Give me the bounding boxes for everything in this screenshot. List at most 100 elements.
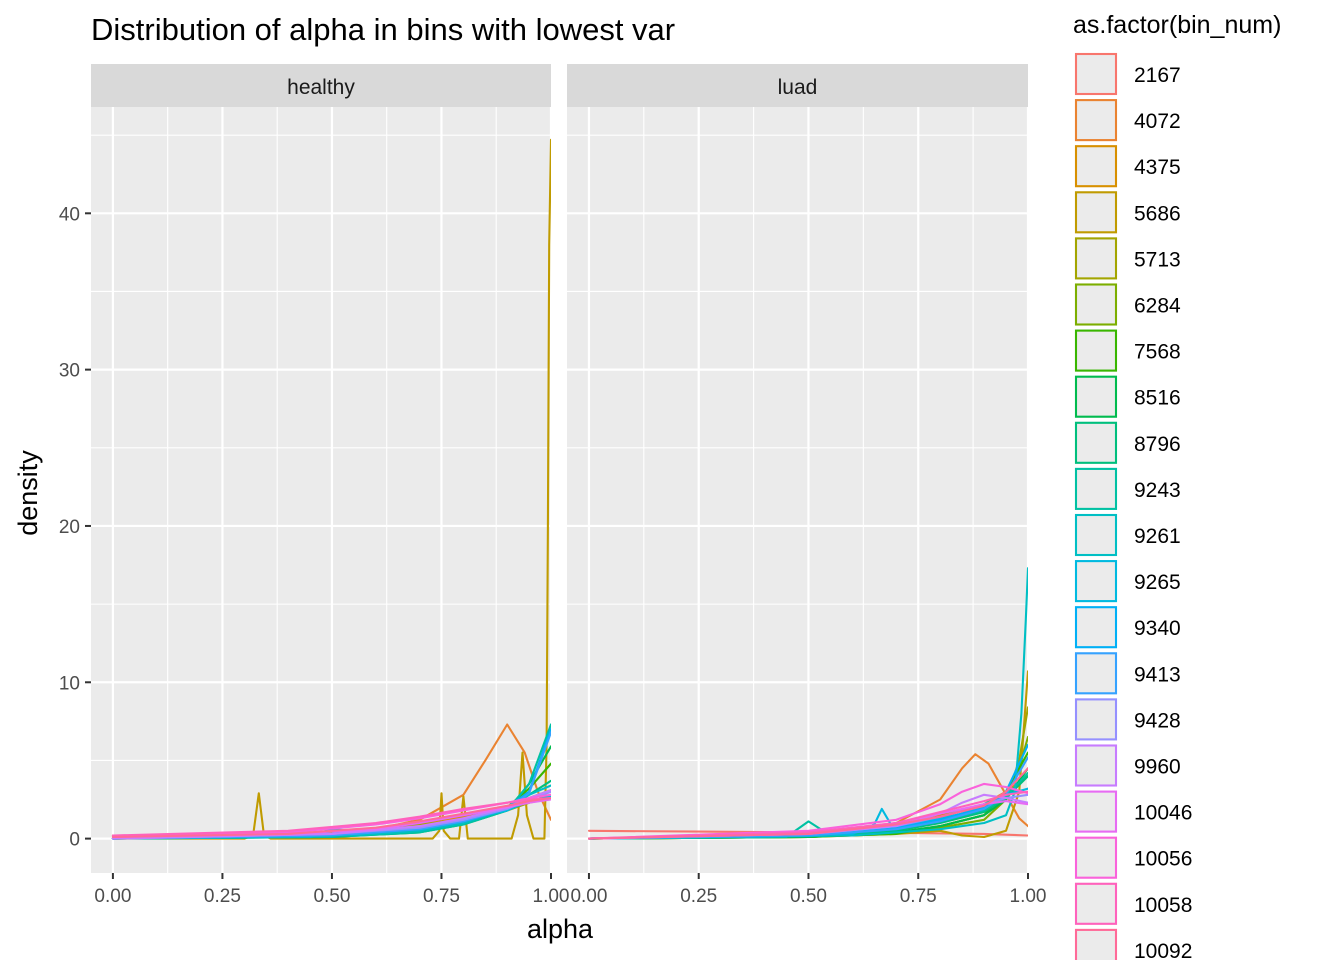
legend-key <box>1075 744 1117 787</box>
legend-key-swatch <box>1074 560 1118 603</box>
legend-item-9265: 9265 <box>1074 560 1181 603</box>
legend-key <box>1075 790 1117 833</box>
legend-key <box>1075 375 1117 418</box>
legend-key <box>1075 560 1117 603</box>
legend-key-swatch <box>1074 744 1118 787</box>
legend-label: 2167 <box>1134 64 1181 87</box>
legend-label: 6284 <box>1134 295 1181 318</box>
legend-item-9261: 9261 <box>1074 513 1181 557</box>
y-axis-title: density <box>13 450 43 536</box>
legend-item-5713: 5713 <box>1074 237 1181 280</box>
panel-healthy: healthy 0.00 0.25 0.50 0.75 1.00 <box>91 64 569 907</box>
legend-item-2167: 2167 <box>1074 52 1181 96</box>
y-tick-label: 10 <box>59 673 80 694</box>
legend-key <box>1075 329 1117 372</box>
x-tick-label: 0.00 <box>94 886 131 907</box>
legend-label: 9340 <box>1134 617 1181 640</box>
y-tick-label: 30 <box>59 361 80 382</box>
density-line-luad-10058 <box>587 790 1028 840</box>
y-tick-label: 20 <box>59 517 80 538</box>
legend-item-8796: 8796 <box>1074 421 1181 464</box>
legend-label: 9261 <box>1134 525 1181 548</box>
x-tick-label: 0.25 <box>204 886 241 907</box>
legend-key <box>1075 191 1117 234</box>
facet-panels: healthy 0.00 0.25 0.50 0.75 1.00 luad 0.00 0.25 0… <box>91 64 1046 907</box>
legend-key-swatch <box>1074 99 1118 142</box>
legend-label: 9428 <box>1134 709 1181 732</box>
x-tick-label: 1.00 <box>533 886 570 907</box>
x-tick-label: 0.75 <box>900 886 937 907</box>
x-axis-title: alpha <box>527 914 594 944</box>
legend-item-10046: 10046 <box>1074 790 1192 833</box>
density-line-healthy-10092 <box>111 796 551 839</box>
legend-label: 4072 <box>1134 110 1181 133</box>
legend-label: 10056 <box>1134 848 1192 871</box>
legend-key-swatch <box>1074 467 1118 510</box>
panel-luad: luad 0.00 0.25 0.50 0.75 1.00 <box>567 64 1046 907</box>
legend-label: 9960 <box>1134 756 1181 779</box>
x-tick-label: 1.00 <box>1010 886 1047 907</box>
strip-label-luad: luad <box>778 76 818 99</box>
density-line-luad-10092 <box>587 767 1028 840</box>
legend-key-swatch <box>1074 513 1118 557</box>
legend-key <box>1075 53 1117 95</box>
x-tick-label: 0.50 <box>313 886 350 907</box>
panel-background <box>91 107 551 873</box>
density-line-healthy-9243 <box>111 723 551 840</box>
legend-key-swatch <box>1074 237 1118 280</box>
legend-label: 9413 <box>1134 663 1181 686</box>
legend-key <box>1075 237 1117 280</box>
legend-item-6284: 6284 <box>1074 283 1181 326</box>
y-tick-label: 40 <box>59 204 80 225</box>
series-group <box>587 567 1028 840</box>
legend-item-9960: 9960 <box>1074 744 1181 787</box>
legend-item-5686: 5686 <box>1074 191 1181 234</box>
legend-item-4375: 4375 <box>1074 145 1181 188</box>
legend-item-9340: 9340 <box>1074 606 1181 649</box>
legend-key-swatch <box>1074 652 1118 695</box>
strip-healthy <box>91 64 551 107</box>
legend-item-9413: 9413 <box>1074 652 1181 695</box>
density-line-healthy-10058 <box>111 796 551 837</box>
x-tick-label: 0.25 <box>680 886 717 907</box>
x-tick-label: 0.00 <box>570 886 607 907</box>
chart-title: Distribution of alpha in bins with lowes… <box>91 12 675 47</box>
legend-label: 4375 <box>1134 156 1181 179</box>
legend-key-swatch <box>1074 698 1118 741</box>
legend-label: 9265 <box>1134 571 1181 594</box>
density-line-healthy-10056 <box>111 793 551 839</box>
legend-key-swatch <box>1074 882 1118 925</box>
legend-key-swatch <box>1074 836 1118 879</box>
legend-key-swatch <box>1074 606 1118 649</box>
legend-label: 10058 <box>1134 894 1192 917</box>
density-line-luad-10056 <box>587 782 1028 840</box>
legend-label: 8796 <box>1134 433 1181 456</box>
legend-item-7568: 7568 <box>1074 329 1181 372</box>
y-tick-label: 0 <box>69 830 80 851</box>
legend-key <box>1075 467 1117 510</box>
legend: as.factor(bin_num) 2167 4072 4375 5686 5713 6… <box>1073 11 1281 960</box>
legend-title: as.factor(bin_num) <box>1073 11 1281 39</box>
legend-item-8516: 8516 <box>1074 375 1181 418</box>
legend-key <box>1075 283 1117 326</box>
series-group <box>111 138 551 840</box>
legend-key <box>1075 514 1117 556</box>
legend-label: 5686 <box>1134 202 1181 225</box>
legend-item-9428: 9428 <box>1074 698 1181 741</box>
legend-item-4072: 4072 <box>1074 99 1181 142</box>
legend-key-swatch <box>1074 375 1118 418</box>
legend-item-10058: 10058 <box>1074 882 1192 925</box>
legend-key-swatch <box>1074 928 1118 960</box>
x-tick-label: 0.75 <box>423 886 460 907</box>
legend-key-swatch <box>1074 191 1118 234</box>
legend-key-swatch <box>1074 145 1118 188</box>
panel-background <box>567 107 1028 873</box>
legend-label: 7568 <box>1134 341 1181 364</box>
x-tick-label: 0.50 <box>790 886 827 907</box>
legend-label: 10092 <box>1134 940 1192 960</box>
legend-label: 8516 <box>1134 387 1181 410</box>
legend-key <box>1075 99 1117 142</box>
legend-key <box>1075 606 1117 649</box>
legend-item-9243: 9243 <box>1074 467 1181 510</box>
